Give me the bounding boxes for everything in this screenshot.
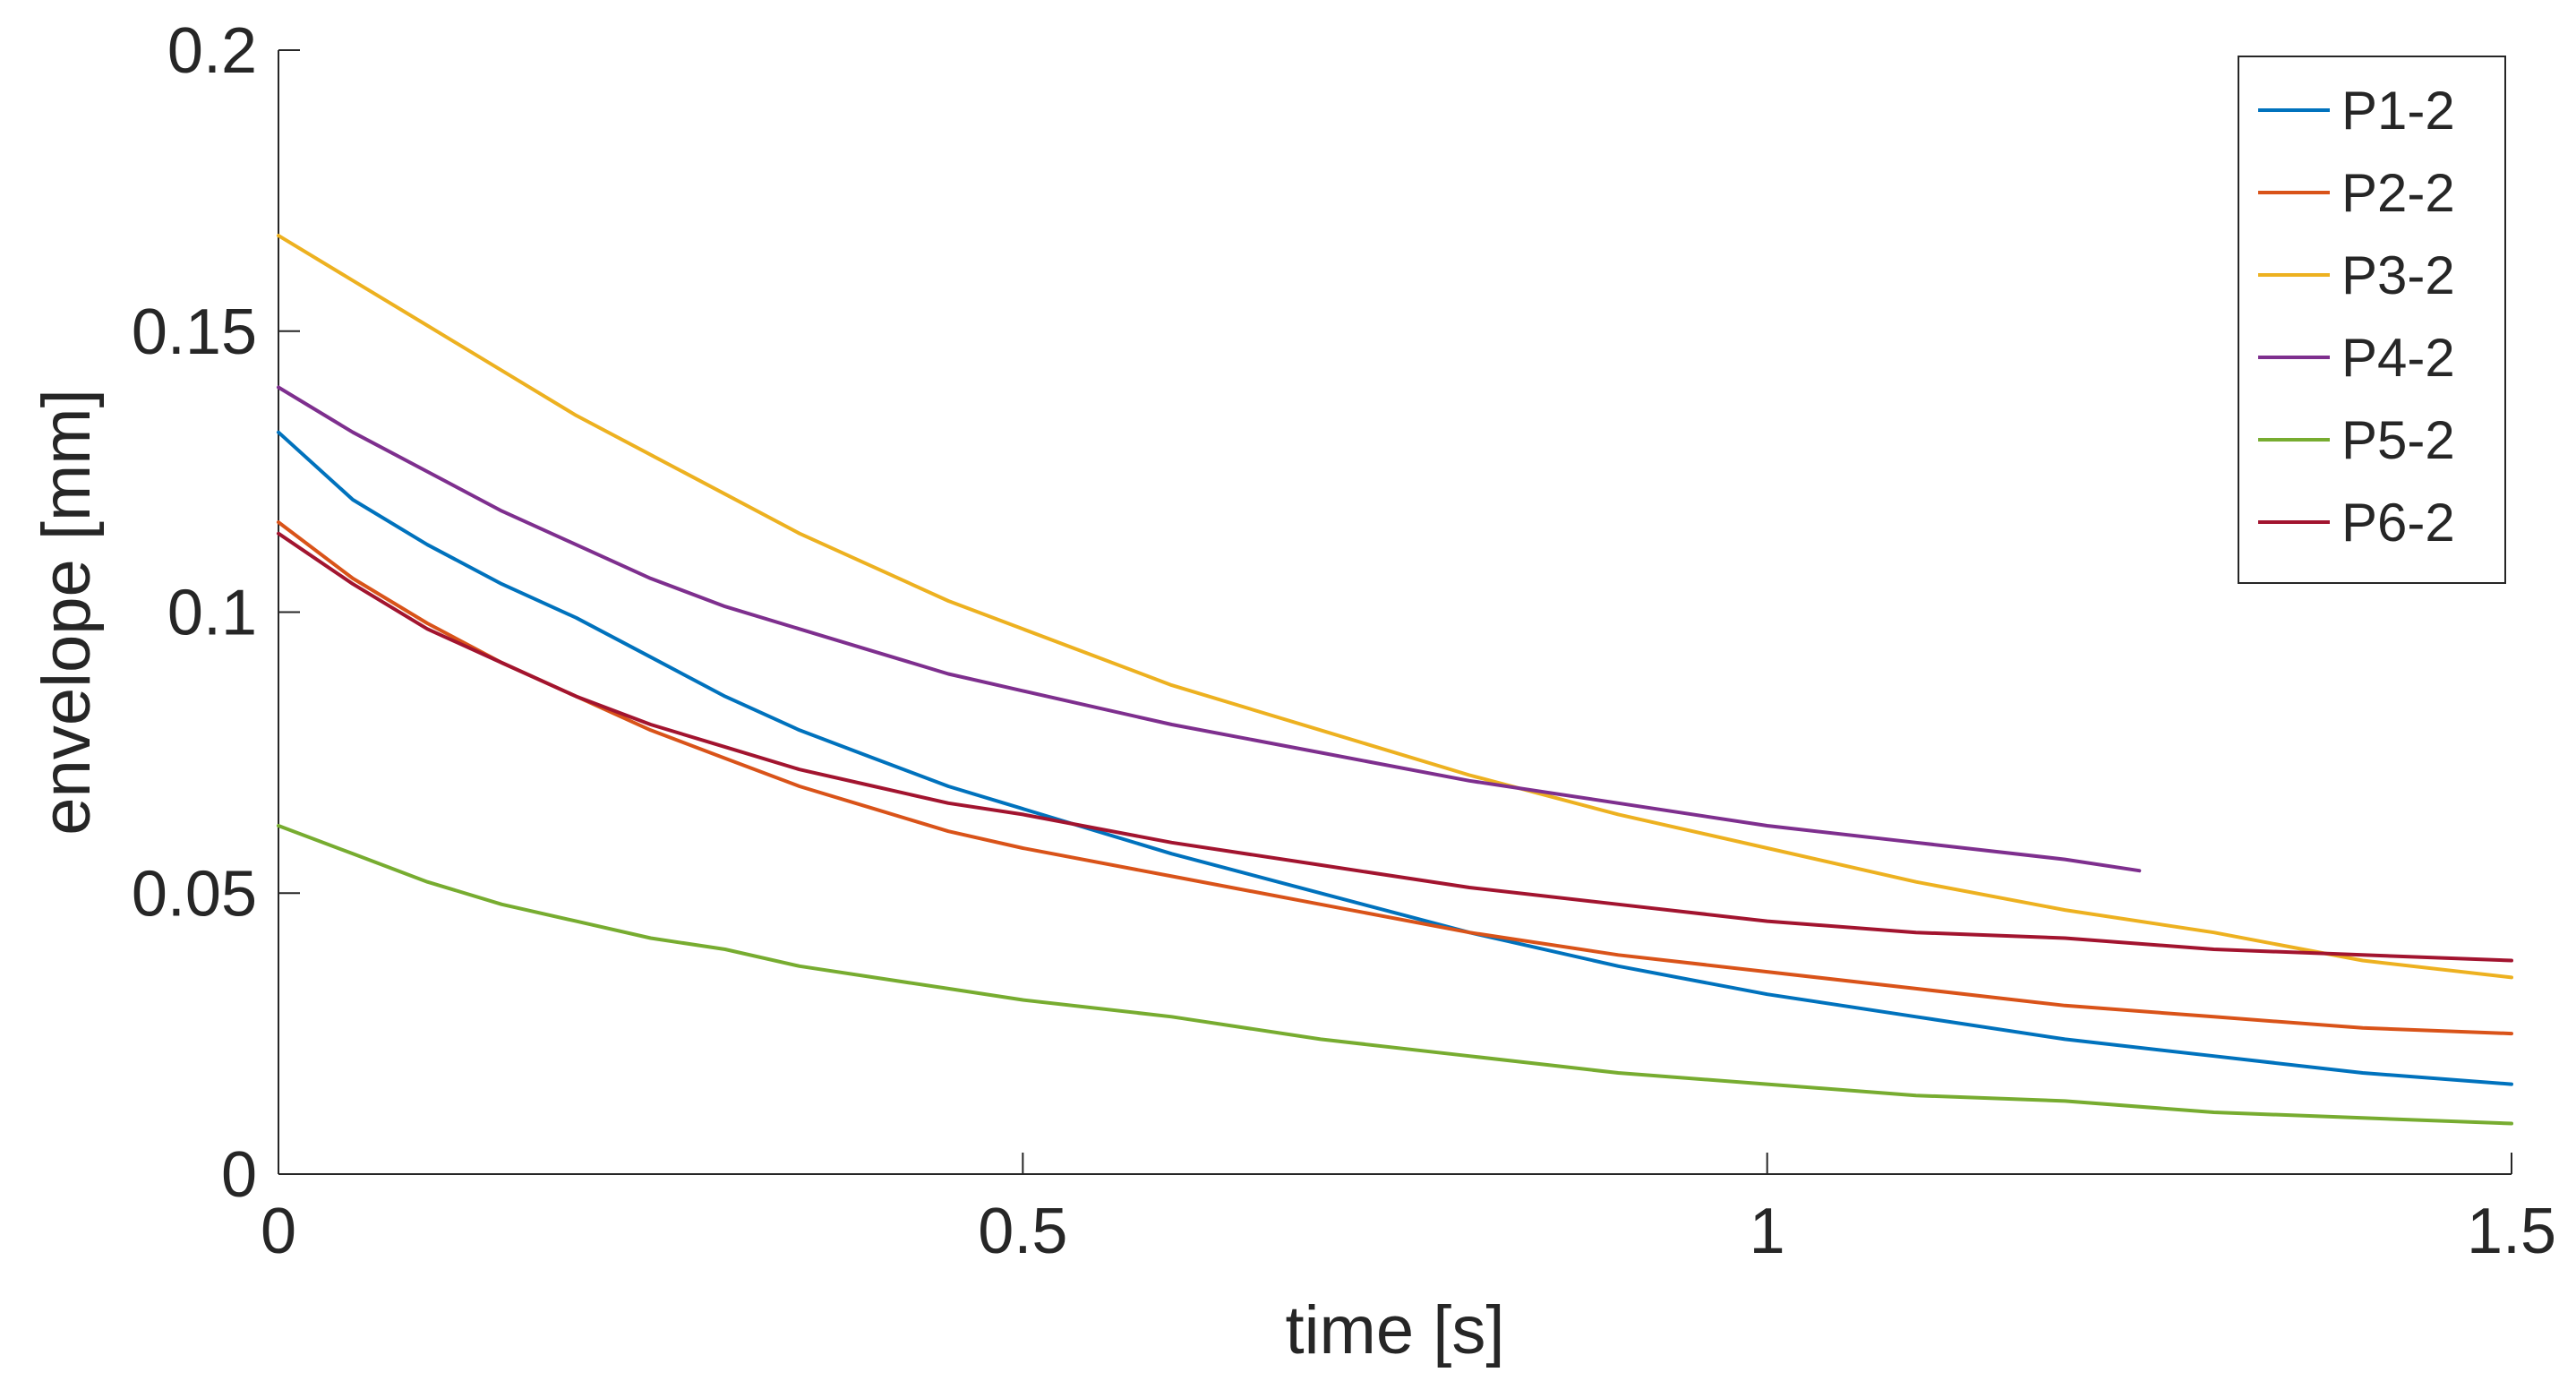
axes: 0 0.5 1 1.5 0 0.05 0.1 0.15 0.2 time [s] envelope … <box>29 15 2556 1368</box>
x-tick-label: 0.5 <box>978 1196 1067 1267</box>
series-line-p5-2 <box>277 824 2513 1126</box>
y-tick-label: 0.2 <box>167 15 257 87</box>
series-line-p4-2 <box>277 385 2142 873</box>
x-tick-label: 1 <box>1750 1196 1785 1267</box>
legend-label: P1-2 <box>2341 81 2455 141</box>
legend-label: P2-2 <box>2341 163 2455 223</box>
plot-lines <box>277 234 2513 1126</box>
legend-label: P3-2 <box>2341 245 2455 305</box>
legend-label: P4-2 <box>2341 328 2455 388</box>
series-line-p6-2 <box>277 531 2513 963</box>
x-axis-label: time [s] <box>1286 1292 1505 1368</box>
y-axis-label: envelope [mm] <box>29 389 105 835</box>
y-tick-label: 0.1 <box>167 578 257 649</box>
legend-label: P6-2 <box>2341 493 2455 553</box>
y-tick-label: 0.05 <box>132 858 257 930</box>
series-line-p1-2 <box>277 430 2513 1086</box>
legend: P1-2 P2-2 P3-2 P4-2 P5-2 P6-2 <box>2238 56 2506 584</box>
series-line-p3-2 <box>277 234 2513 980</box>
y-tick-label: 0 <box>221 1139 257 1211</box>
legend-label: P5-2 <box>2341 410 2455 470</box>
x-tick-label: 1.5 <box>2467 1196 2556 1267</box>
x-tick-label: 0 <box>261 1196 296 1267</box>
series-line-p2-2 <box>277 520 2513 1036</box>
legend-box <box>2238 56 2506 584</box>
y-tick-label: 0.15 <box>132 296 257 368</box>
